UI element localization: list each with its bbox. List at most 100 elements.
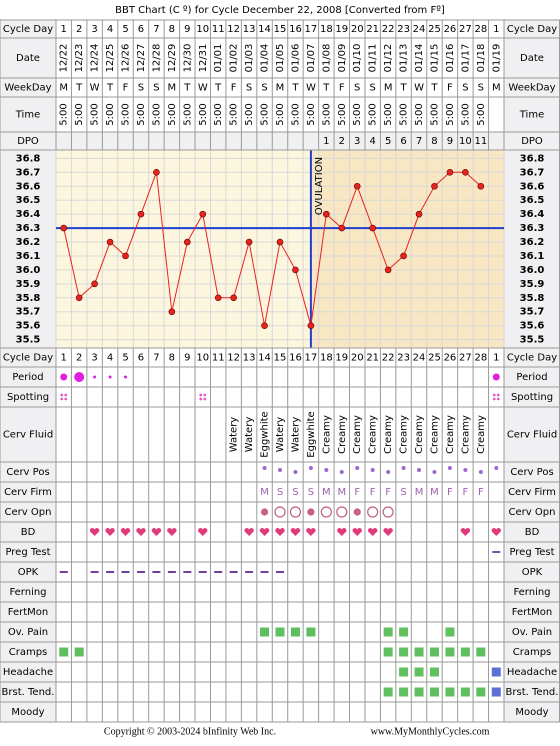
cerv-opn-mark [289, 506, 302, 518]
cell-text: 1 [493, 24, 499, 35]
cell-text: 5:00 [414, 103, 425, 125]
cell-text: Creamy [476, 415, 487, 454]
cerv-opn-mark [320, 506, 332, 518]
cerv-opn-mark [367, 506, 379, 518]
symptom-mark [491, 667, 501, 677]
cell-text: 5:00 [337, 103, 348, 125]
bd-mark [352, 528, 362, 536]
symptom-mark [260, 627, 270, 637]
cell-text: 4 [107, 353, 113, 364]
y-tick-label: 35.9 [16, 279, 41, 290]
cell-text: 5:00 [290, 103, 301, 125]
cell-text: 12/31 [198, 44, 209, 73]
cerv-pos-mark [355, 466, 360, 470]
cell-text: 3 [354, 136, 360, 147]
symptom-mark [383, 627, 393, 637]
y-tick-label: 36.0 [520, 265, 545, 276]
row-label: OPK [522, 567, 543, 578]
row-label: Cerv Pos [510, 467, 553, 478]
cell-text: 12 [227, 353, 240, 364]
temperature-point [137, 210, 145, 218]
cell-text: S [277, 487, 283, 498]
symptom-mark [429, 687, 439, 697]
cell-text: 27 [459, 353, 472, 364]
symptom-mark [429, 667, 439, 677]
temperature-point [338, 224, 346, 232]
row-label: OPK [18, 567, 39, 578]
cell-text: 01/02 [229, 44, 240, 73]
cell-text: 1 [61, 24, 67, 35]
cell-text: Creamy [414, 415, 425, 454]
cell-text: 01/05 [275, 44, 286, 73]
cell-text: 5:00 [74, 103, 85, 125]
cerv-pos-mark [324, 468, 329, 472]
bd-mark [259, 528, 270, 536]
cell-text: 1 [323, 136, 329, 147]
cell-text: 22 [382, 353, 395, 364]
y-tick-label: 35.7 [16, 307, 41, 318]
temperature-point [431, 182, 438, 190]
y-tick-label: 36.4 [16, 209, 41, 220]
cell-text: S [261, 83, 267, 94]
cell-text: 16 [289, 353, 302, 364]
cerv-pos-mark [339, 470, 344, 474]
symptom-mark [460, 687, 470, 697]
cell-text: 12/28 [151, 44, 162, 73]
row-label: Ferning [9, 587, 46, 598]
cell-text: 2 [76, 353, 82, 364]
cell-text: 1 [61, 353, 67, 364]
y-tick-label: 36.1 [16, 251, 41, 262]
row-label: Headache [507, 667, 557, 678]
cell-text: F [354, 487, 360, 498]
temperature-point [91, 280, 98, 288]
spotting-mark [64, 393, 68, 397]
symptom-mark [399, 687, 409, 697]
cell-text: S [138, 83, 144, 94]
cell-text: Creamy [399, 415, 410, 454]
symptom-mark [74, 647, 84, 657]
cell-text: S [462, 83, 468, 94]
cell-text: 23 [397, 24, 410, 35]
bd-mark [460, 528, 471, 536]
cell-text: 5:00 [121, 103, 132, 125]
row-label: BD [525, 527, 540, 538]
spotting-mark [496, 397, 500, 401]
cell-text: S [292, 487, 298, 498]
cerv-pos-mark [401, 466, 406, 470]
y-tick-label: 36.8 [520, 153, 545, 164]
cell-text: S [370, 83, 376, 94]
symptom-mark [460, 647, 470, 657]
cell-text: 7 [153, 353, 159, 364]
row-label: Cycle Day [507, 353, 557, 364]
cell-text: F [123, 83, 129, 94]
bd-mark [198, 528, 208, 536]
cell-text: 01/16 [445, 44, 456, 73]
cell-text: F [478, 487, 484, 498]
symptom-mark [383, 687, 393, 697]
bd-mark [89, 528, 100, 536]
bd-mark [151, 528, 162, 536]
title: BBT Chart (C º) for Cycle December 22, 2… [115, 5, 445, 16]
temperature-point [214, 294, 222, 302]
cell-text: 17 [305, 24, 318, 35]
cell-text: T [322, 83, 330, 94]
temperature-point [184, 238, 191, 246]
y-tick-label: 36.0 [16, 265, 41, 276]
cell-text: 5:00 [90, 103, 101, 125]
bd-mark [383, 528, 393, 536]
bd-mark [337, 528, 347, 536]
symptom-mark [476, 647, 486, 657]
cell-text: 01/14 [414, 44, 425, 73]
y-tick-label: 36.7 [16, 167, 41, 178]
cell-text: 26 [444, 353, 457, 364]
cell-text: 11 [212, 353, 225, 364]
row-label: Cerv Firm [508, 487, 556, 498]
temperature-point [307, 322, 315, 329]
cell-text: T [400, 83, 408, 94]
cell-text: 01/01 [213, 44, 224, 73]
cell-text: 16 [289, 24, 302, 35]
cell-text: 5 [122, 24, 128, 35]
cell-text: M [276, 83, 285, 94]
row-label: Time [519, 110, 544, 121]
